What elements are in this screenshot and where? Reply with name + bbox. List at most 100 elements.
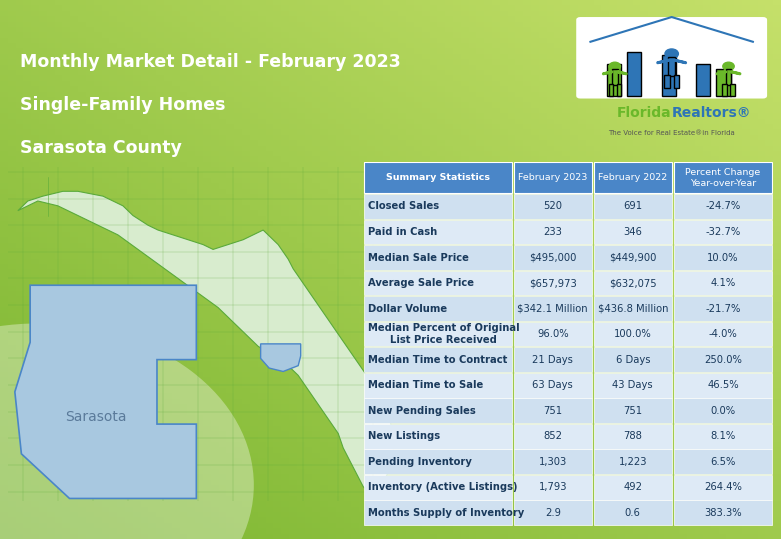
Text: $495,000: $495,000	[529, 253, 576, 262]
FancyBboxPatch shape	[364, 194, 512, 219]
FancyBboxPatch shape	[730, 84, 735, 95]
FancyBboxPatch shape	[607, 64, 621, 95]
FancyBboxPatch shape	[673, 347, 772, 372]
Text: 43 Days: 43 Days	[612, 380, 653, 390]
Text: -32.7%: -32.7%	[705, 227, 740, 237]
FancyBboxPatch shape	[673, 475, 772, 500]
FancyBboxPatch shape	[594, 162, 672, 194]
FancyBboxPatch shape	[514, 424, 592, 448]
Text: 751: 751	[623, 406, 642, 416]
FancyBboxPatch shape	[594, 271, 672, 295]
Text: 0.0%: 0.0%	[711, 406, 736, 416]
Text: Sarasota County: Sarasota County	[20, 139, 181, 157]
FancyBboxPatch shape	[673, 245, 772, 270]
FancyBboxPatch shape	[616, 84, 621, 95]
Text: Single-Family Homes: Single-Family Homes	[20, 96, 225, 114]
Text: 6 Days: 6 Days	[615, 355, 650, 364]
Text: 0.6: 0.6	[625, 508, 640, 518]
FancyBboxPatch shape	[514, 450, 592, 474]
Text: February 2022: February 2022	[598, 173, 668, 182]
Polygon shape	[18, 191, 394, 496]
FancyBboxPatch shape	[594, 322, 672, 347]
Text: Average Sale Price: Average Sale Price	[368, 278, 474, 288]
FancyBboxPatch shape	[514, 296, 592, 321]
FancyBboxPatch shape	[594, 450, 672, 474]
Text: 852: 852	[544, 431, 562, 441]
FancyBboxPatch shape	[514, 398, 592, 423]
FancyBboxPatch shape	[364, 475, 512, 500]
FancyBboxPatch shape	[594, 373, 672, 398]
FancyBboxPatch shape	[594, 296, 672, 321]
Text: 788: 788	[623, 431, 642, 441]
Text: 46.5%: 46.5%	[707, 380, 739, 390]
Text: 1,793: 1,793	[539, 482, 567, 492]
FancyBboxPatch shape	[696, 64, 710, 95]
FancyBboxPatch shape	[364, 322, 512, 347]
FancyBboxPatch shape	[594, 398, 672, 423]
FancyBboxPatch shape	[364, 347, 512, 372]
Text: Pending Inventory: Pending Inventory	[368, 457, 472, 467]
FancyArrowPatch shape	[731, 72, 740, 74]
FancyBboxPatch shape	[514, 162, 592, 194]
FancyBboxPatch shape	[514, 219, 592, 244]
FancyBboxPatch shape	[514, 271, 592, 295]
FancyBboxPatch shape	[673, 296, 772, 321]
Text: Months Supply of Inventory: Months Supply of Inventory	[368, 508, 524, 518]
FancyBboxPatch shape	[662, 55, 676, 95]
Text: 346: 346	[623, 227, 642, 237]
FancyBboxPatch shape	[514, 475, 592, 500]
Text: Percent Change
Year-over-Year: Percent Change Year-over-Year	[686, 168, 761, 188]
Text: 21 Days: 21 Days	[533, 355, 573, 364]
FancyBboxPatch shape	[364, 271, 512, 295]
Text: 691: 691	[623, 202, 642, 211]
Text: Median Time to Sale: Median Time to Sale	[368, 380, 483, 390]
Text: 63 Days: 63 Days	[533, 380, 573, 390]
FancyBboxPatch shape	[364, 424, 512, 448]
FancyBboxPatch shape	[514, 373, 592, 398]
FancyBboxPatch shape	[594, 424, 672, 448]
FancyBboxPatch shape	[364, 296, 512, 321]
Circle shape	[723, 62, 734, 71]
Circle shape	[665, 49, 679, 59]
FancyBboxPatch shape	[669, 57, 675, 77]
FancyBboxPatch shape	[364, 398, 512, 423]
Text: Florida: Florida	[617, 106, 672, 120]
Text: Closed Sales: Closed Sales	[368, 202, 439, 211]
FancyBboxPatch shape	[594, 245, 672, 270]
Text: $342.1 Million: $342.1 Million	[518, 303, 588, 314]
FancyBboxPatch shape	[627, 52, 641, 95]
Text: 2.9: 2.9	[545, 508, 561, 518]
FancyBboxPatch shape	[576, 17, 767, 99]
Text: Summary Statistics: Summary Statistics	[386, 173, 490, 182]
FancyBboxPatch shape	[594, 219, 672, 244]
FancyBboxPatch shape	[673, 271, 772, 295]
FancyBboxPatch shape	[594, 475, 672, 500]
FancyArrowPatch shape	[717, 72, 726, 74]
FancyBboxPatch shape	[514, 194, 592, 219]
FancyBboxPatch shape	[716, 70, 730, 95]
FancyArrowPatch shape	[603, 72, 612, 74]
Text: $632,075: $632,075	[609, 278, 657, 288]
Text: $436.8 Million: $436.8 Million	[597, 303, 668, 314]
FancyBboxPatch shape	[673, 322, 772, 347]
FancyBboxPatch shape	[726, 69, 731, 86]
FancyBboxPatch shape	[514, 500, 592, 525]
FancyArrowPatch shape	[618, 72, 626, 74]
Text: New Listings: New Listings	[368, 431, 440, 441]
FancyBboxPatch shape	[673, 424, 772, 448]
FancyBboxPatch shape	[594, 194, 672, 219]
Text: 1,223: 1,223	[619, 457, 647, 467]
Text: Monthly Market Detail - February 2023: Monthly Market Detail - February 2023	[20, 53, 401, 71]
Text: 6.5%: 6.5%	[710, 457, 736, 467]
FancyBboxPatch shape	[673, 500, 772, 525]
FancyBboxPatch shape	[594, 500, 672, 525]
FancyBboxPatch shape	[722, 84, 727, 95]
FancyBboxPatch shape	[514, 347, 592, 372]
FancyArrowPatch shape	[658, 60, 669, 63]
Text: 264.4%: 264.4%	[704, 482, 742, 492]
FancyBboxPatch shape	[665, 75, 669, 88]
Text: 383.3%: 383.3%	[704, 508, 742, 518]
Text: $657,973: $657,973	[529, 278, 576, 288]
FancyBboxPatch shape	[514, 245, 592, 270]
Text: -24.7%: -24.7%	[705, 202, 740, 211]
